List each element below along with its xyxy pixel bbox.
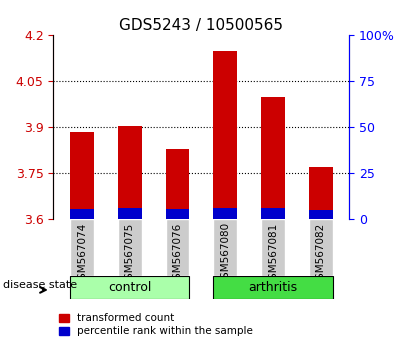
- FancyBboxPatch shape: [213, 219, 237, 276]
- FancyBboxPatch shape: [70, 219, 94, 276]
- Bar: [309, 210, 332, 219]
- Bar: [118, 208, 142, 219]
- Bar: [213, 208, 237, 219]
- Title: GDS5243 / 10500565: GDS5243 / 10500565: [119, 18, 284, 33]
- Bar: [118, 126, 142, 219]
- Text: GSM567082: GSM567082: [316, 222, 326, 286]
- Text: GSM567080: GSM567080: [220, 222, 230, 285]
- Text: arthritis: arthritis: [248, 281, 298, 294]
- Text: GSM567076: GSM567076: [173, 222, 182, 286]
- FancyBboxPatch shape: [213, 276, 332, 299]
- Bar: [70, 132, 94, 219]
- FancyBboxPatch shape: [166, 219, 189, 276]
- Bar: [70, 209, 94, 219]
- Legend: transformed count, percentile rank within the sample: transformed count, percentile rank withi…: [59, 313, 253, 336]
- Bar: [309, 167, 332, 219]
- Text: GSM567075: GSM567075: [125, 222, 135, 286]
- Text: disease state: disease state: [2, 280, 77, 290]
- FancyBboxPatch shape: [309, 219, 332, 276]
- Text: control: control: [108, 281, 152, 294]
- FancyBboxPatch shape: [70, 276, 189, 299]
- Text: GSM567074: GSM567074: [77, 222, 87, 286]
- Text: GSM567081: GSM567081: [268, 222, 278, 286]
- FancyBboxPatch shape: [118, 219, 142, 276]
- FancyBboxPatch shape: [261, 219, 285, 276]
- Bar: [166, 149, 189, 219]
- Bar: [261, 208, 285, 219]
- Bar: [166, 209, 189, 219]
- Bar: [261, 97, 285, 219]
- Bar: [213, 51, 237, 219]
